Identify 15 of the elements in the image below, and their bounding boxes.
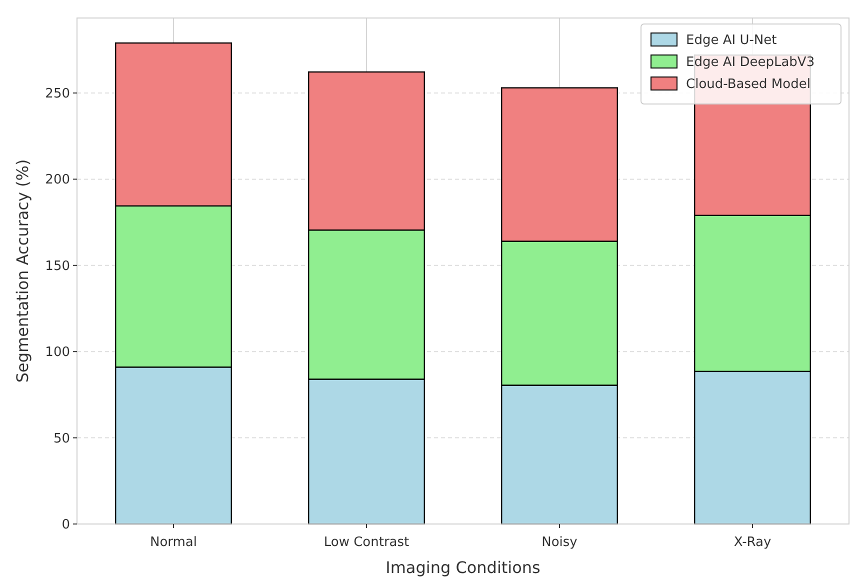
y-axis-title: Segmentation Accuracy (%) [13,159,32,383]
y-tick-label: 150 [45,258,70,274]
x-tick-label: Low Contrast [324,535,410,550]
y-tick-label: 250 [45,86,70,102]
legend-label: Edge AI U-Net [686,33,777,48]
x-axis-title: Imaging Conditions [386,558,540,577]
legend-label: Cloud-Based Model [686,77,810,92]
y-tick-label: 0 [62,518,70,533]
x-tick-label: Normal [150,535,198,550]
x-tick-label: X-Ray [734,535,772,550]
x-tick-label: Noisy [542,535,578,550]
y-tick-label: 200 [45,172,70,188]
y-tick-label: 100 [45,345,70,360]
legend-label: Edge AI DeepLabV3 [686,55,815,70]
y-tick-label: 50 [53,431,70,446]
